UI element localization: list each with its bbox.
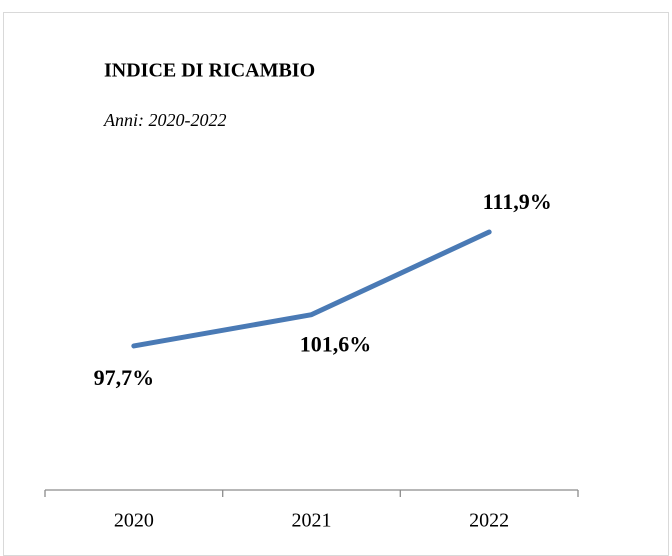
x-tick-label: 2020 xyxy=(114,510,154,532)
data-line xyxy=(131,229,492,349)
chart-subtitle: Anni: 2020-2022 xyxy=(103,110,226,130)
chart-frame xyxy=(3,12,669,556)
x-axis xyxy=(44,489,579,497)
x-tick-label: 2022 xyxy=(469,510,509,532)
x-tick-label: 2021 xyxy=(292,510,332,532)
data-label: 111,9% xyxy=(483,189,552,214)
data-label: 97,7% xyxy=(94,365,155,390)
chart-title: INDICE DI RICAMBIO xyxy=(104,60,315,82)
data-label: 101,6% xyxy=(300,332,372,357)
